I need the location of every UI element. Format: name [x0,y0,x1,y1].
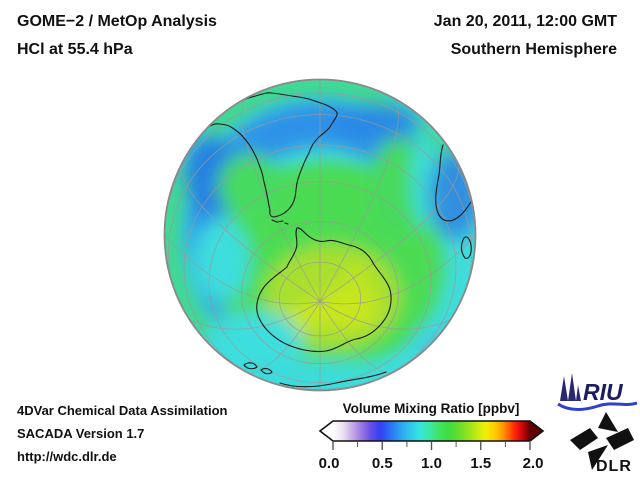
version-label: SACADA Version 1.7 [17,426,145,441]
species-level-label: HCl at 55.4 hPa [17,41,133,58]
dlr-label: DLR [596,458,632,475]
cologne-cathedral-icon [560,373,581,401]
assimilation-credit: 4DVar Chemical Data Assimilation [17,403,228,418]
australia-coastline [279,371,387,388]
riu-wave-icon [557,401,638,411]
colorbar-scale [318,420,545,442]
timestamp: Jan 20, 2011, 12:00 GMT [433,13,617,30]
madagascar-coastline [460,236,472,259]
africa-coastline [435,144,472,222]
dlr-logo: DLR [570,412,634,475]
colorbar-tick-label: 0.0 [319,455,340,472]
colorbar-title: Volume Mixing Ratio [ppbv] [343,401,520,416]
southern-hemisphere-globe [163,78,477,392]
hemisphere-label: Southern Hemisphere [450,41,617,58]
url-label: http://wdc.dlr.de [17,449,117,464]
colorbar: Volume Mixing Ratio [ppbv] 0.0 0.5 1.0 1… [318,401,545,472]
colorbar-tick-label: 0.5 [372,455,393,472]
antarctica-coastline [256,227,392,353]
island-coastlines [243,362,273,375]
riu-label: RIU [583,379,624,405]
colorbar-tick-label: 1.5 [470,455,491,472]
colorbar-tick-label: 1.0 [421,455,442,472]
colorbar-tick-label: 2.0 [523,455,544,472]
south-america-coastline [191,92,338,218]
globe-limb [163,78,477,392]
dlr-emblem-icon [570,412,634,470]
colorbar-major-ticks [332,441,531,450]
colorbar-minor-ticks [357,441,506,447]
tierra-del-fuego-coastline [271,219,289,225]
analysis-title: GOME−2 / MetOp Analysis [17,13,217,30]
equatorial-coast-fragment [366,82,394,87]
riu-logo: RIU [557,373,638,411]
